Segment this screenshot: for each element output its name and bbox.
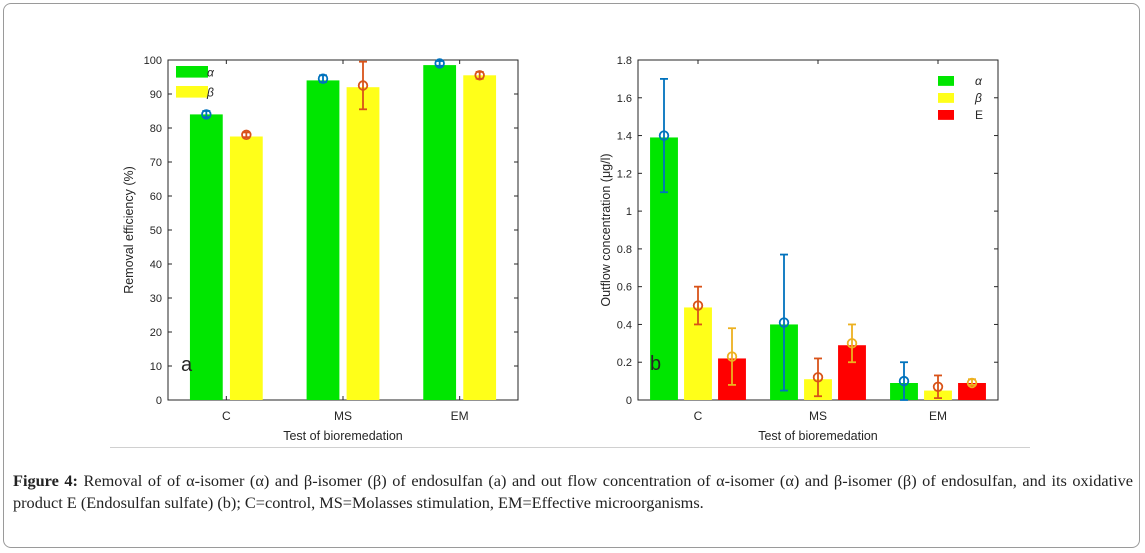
caption-divider	[110, 447, 1030, 448]
x-tick-label: EM	[451, 409, 469, 423]
y-tick-label: 100	[144, 55, 162, 67]
x-axis-label: Test of bioremedation	[758, 429, 878, 443]
legend-swatch	[938, 110, 954, 120]
mean-marker	[812, 372, 824, 383]
x-tick-label: MS	[809, 409, 827, 423]
bar	[229, 136, 263, 400]
y-tick-label: 0	[626, 395, 632, 407]
y-tick-label: 0.2	[617, 357, 632, 369]
y-tick-label: 70	[150, 157, 162, 169]
mean-marker	[846, 338, 858, 349]
mean-marker	[778, 317, 790, 328]
legend-label: α	[975, 74, 983, 88]
mean-marker	[317, 73, 329, 84]
x-tick-label: EM	[929, 409, 947, 423]
x-axis-label: Test of bioremedation	[283, 429, 403, 443]
bar	[346, 87, 380, 400]
legend-label: α	[207, 65, 215, 79]
mean-marker	[898, 375, 910, 387]
legend-label: β	[974, 91, 982, 105]
mean-marker	[692, 300, 704, 311]
legend-label: β	[206, 85, 214, 99]
mean-marker	[201, 109, 212, 120]
mean-marker	[726, 351, 738, 362]
panel-label: b	[650, 353, 661, 375]
y-tick-label: 80	[150, 123, 162, 135]
y-tick-label: 0	[156, 395, 162, 407]
legend-label: E	[975, 108, 983, 122]
y-tick-label: 40	[150, 259, 162, 271]
legend-swatch	[938, 76, 954, 86]
mean-marker	[932, 381, 944, 392]
caption-label: Figure 4:	[13, 471, 78, 490]
y-tick-label: 1.8	[617, 55, 632, 67]
y-tick-label: 50	[150, 225, 162, 237]
x-tick-label: MS	[334, 409, 352, 423]
legend-swatch	[176, 66, 208, 78]
mean-marker	[658, 130, 670, 141]
bar	[306, 80, 340, 401]
y-tick-label: 0.4	[617, 319, 632, 331]
y-tick-label: 1.6	[617, 93, 632, 105]
mean-marker	[474, 70, 485, 81]
panel-label: a	[181, 354, 193, 376]
y-axis-label: Removal efficiency (%)	[122, 166, 136, 294]
y-tick-label: 1.4	[617, 131, 632, 143]
mean-marker	[434, 58, 445, 69]
y-tick-label: 0.6	[617, 282, 632, 294]
y-tick-label: 30	[150, 293, 162, 305]
bar	[463, 75, 497, 401]
bar	[189, 114, 223, 401]
mean-marker	[966, 377, 978, 389]
caption-text: Removal of of α-isomer (α) and β-isomer …	[13, 471, 1133, 512]
legend-swatch	[176, 86, 208, 98]
y-tick-label: 60	[150, 191, 162, 203]
y-axis-label: Outflow concentration (μg/l)	[599, 153, 613, 306]
bar	[423, 65, 457, 400]
mean-marker	[357, 80, 369, 91]
y-tick-label: 90	[150, 89, 162, 101]
y-tick-label: 20	[150, 327, 162, 339]
x-tick-label: C	[222, 409, 231, 423]
y-tick-label: 10	[150, 361, 162, 373]
y-tick-label: 1.2	[617, 168, 632, 180]
y-tick-label: 0.8	[617, 244, 632, 256]
figure-caption: Figure 4: Removal of of α-isomer (α) and…	[13, 470, 1133, 514]
bar	[958, 383, 986, 400]
y-tick-label: 1	[626, 206, 632, 218]
x-tick-label: C	[694, 409, 703, 423]
chart-panel-a: 0 10 20 30 40 50 60 70 80 90 100 C MS EM αβ a Test of bi…	[122, 55, 519, 443]
legend-swatch	[938, 93, 954, 103]
mean-marker	[241, 129, 252, 141]
